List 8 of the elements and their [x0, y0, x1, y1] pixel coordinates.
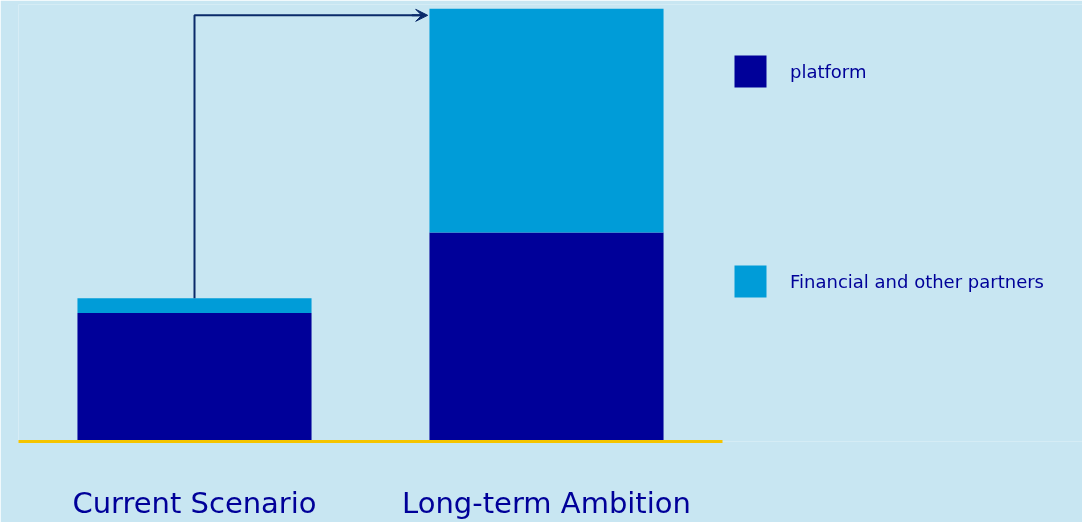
- legend-label: platform: [790, 60, 867, 82]
- bar: [77, 298, 312, 313]
- bar: [429, 8, 664, 233]
- bar: [429, 232, 664, 442]
- x-tick-label: Current Scenario: [72, 485, 317, 520]
- bar: [77, 313, 312, 442]
- x-tick-label: Long-term Ambition: [402, 485, 691, 520]
- legend-label: Financial and other partners: [790, 270, 1044, 292]
